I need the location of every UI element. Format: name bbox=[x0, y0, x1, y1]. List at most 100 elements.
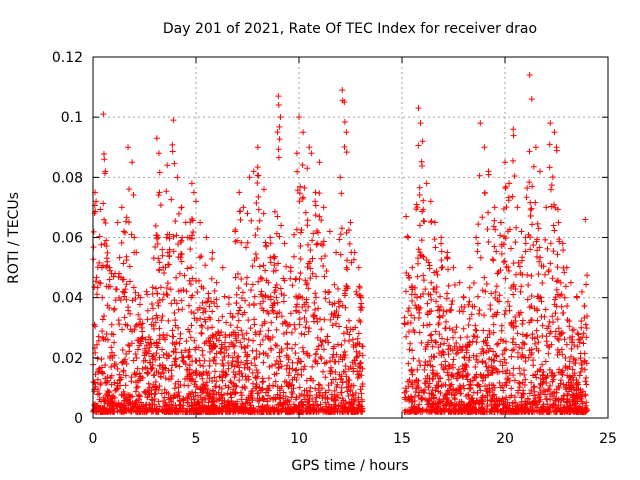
data-point bbox=[483, 280, 490, 287]
data-point bbox=[408, 366, 415, 373]
data-point bbox=[222, 370, 229, 377]
data-point bbox=[203, 368, 210, 375]
data-point bbox=[108, 344, 115, 351]
data-point bbox=[438, 264, 445, 271]
data-point bbox=[208, 298, 215, 305]
data-point bbox=[434, 307, 441, 314]
data-point bbox=[511, 172, 518, 179]
data-point bbox=[141, 388, 148, 395]
data-point bbox=[503, 263, 510, 270]
data-point bbox=[510, 291, 517, 298]
data-point bbox=[427, 362, 434, 369]
data-point bbox=[563, 341, 570, 348]
data-point bbox=[445, 266, 452, 273]
data-point bbox=[104, 378, 111, 385]
data-point bbox=[106, 276, 113, 283]
data-point bbox=[125, 341, 132, 348]
data-point bbox=[292, 407, 299, 414]
data-point bbox=[358, 372, 365, 379]
data-point bbox=[228, 331, 235, 338]
data-point bbox=[294, 371, 301, 378]
data-point bbox=[523, 333, 530, 340]
data-point bbox=[325, 387, 332, 394]
data-point bbox=[275, 93, 282, 100]
data-point bbox=[120, 367, 127, 374]
data-point bbox=[498, 322, 505, 329]
data-point bbox=[254, 408, 261, 415]
data-point bbox=[318, 342, 325, 349]
data-point bbox=[562, 354, 569, 361]
data-point bbox=[269, 334, 276, 341]
data-point bbox=[259, 337, 266, 344]
y-tick-label: 0.06 bbox=[52, 231, 83, 247]
data-point bbox=[344, 266, 351, 273]
data-point bbox=[501, 233, 508, 240]
data-point bbox=[402, 385, 409, 392]
data-point bbox=[475, 221, 482, 228]
data-point bbox=[414, 260, 421, 267]
data-point bbox=[272, 378, 279, 385]
data-point bbox=[425, 384, 432, 391]
data-point bbox=[206, 303, 213, 310]
data-point bbox=[242, 385, 249, 392]
data-point bbox=[104, 392, 111, 399]
data-point bbox=[356, 368, 363, 375]
data-point bbox=[152, 383, 159, 390]
data-point bbox=[292, 404, 299, 411]
data-point bbox=[111, 352, 118, 359]
data-point bbox=[333, 307, 340, 314]
data-point bbox=[255, 206, 262, 213]
data-point bbox=[238, 392, 245, 399]
data-point bbox=[275, 260, 282, 267]
data-point bbox=[253, 381, 260, 388]
data-point bbox=[327, 357, 334, 364]
data-point bbox=[101, 313, 108, 320]
data-point bbox=[274, 310, 281, 317]
data-point bbox=[559, 240, 566, 247]
data-point bbox=[146, 384, 153, 391]
y-tick-label: 0 bbox=[74, 411, 83, 427]
data-point bbox=[518, 354, 525, 361]
data-point bbox=[299, 161, 306, 168]
data-point bbox=[204, 389, 211, 396]
data-point bbox=[97, 280, 104, 287]
data-point bbox=[443, 295, 450, 302]
data-point bbox=[175, 288, 182, 295]
data-point bbox=[506, 226, 513, 233]
data-point bbox=[479, 394, 486, 401]
data-point bbox=[188, 180, 195, 187]
data-point bbox=[190, 189, 197, 196]
data-point bbox=[413, 201, 420, 208]
data-point bbox=[426, 262, 433, 269]
data-point bbox=[198, 330, 205, 337]
data-point bbox=[549, 174, 556, 181]
data-point bbox=[458, 303, 465, 310]
data-point bbox=[213, 378, 220, 385]
data-point bbox=[253, 347, 260, 354]
data-point bbox=[191, 310, 198, 317]
data-point bbox=[403, 213, 410, 220]
data-point bbox=[157, 202, 164, 209]
data-point bbox=[268, 347, 275, 354]
data-point bbox=[136, 377, 143, 384]
data-point bbox=[288, 329, 295, 336]
data-point bbox=[576, 372, 583, 379]
data-point bbox=[172, 317, 179, 324]
data-point bbox=[238, 327, 245, 334]
data-point bbox=[429, 343, 436, 350]
data-point bbox=[205, 337, 212, 344]
data-point bbox=[334, 391, 341, 398]
data-point bbox=[463, 344, 470, 351]
data-point bbox=[185, 390, 192, 397]
data-point bbox=[170, 233, 177, 240]
data-point bbox=[248, 217, 255, 224]
data-point bbox=[527, 199, 534, 206]
data-point bbox=[259, 322, 266, 329]
data-point bbox=[583, 325, 590, 332]
data-point bbox=[561, 294, 568, 301]
data-point bbox=[294, 168, 301, 175]
data-point bbox=[485, 168, 492, 175]
data-point bbox=[497, 232, 504, 239]
data-point bbox=[268, 362, 275, 369]
data-point bbox=[490, 257, 497, 264]
